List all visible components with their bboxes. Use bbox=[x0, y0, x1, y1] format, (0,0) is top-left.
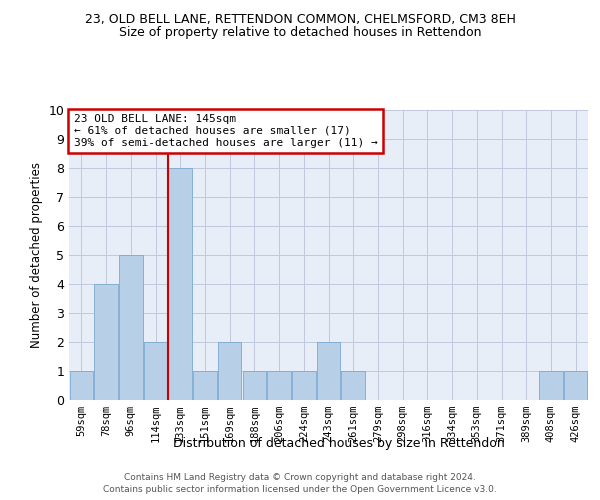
Text: Distribution of detached houses by size in Rettendon: Distribution of detached houses by size … bbox=[173, 438, 505, 450]
Y-axis label: Number of detached properties: Number of detached properties bbox=[30, 162, 43, 348]
Bar bbox=[193, 371, 217, 400]
Text: Contains HM Land Registry data © Crown copyright and database right 2024.: Contains HM Land Registry data © Crown c… bbox=[124, 472, 476, 482]
Bar bbox=[292, 371, 316, 400]
Bar bbox=[144, 342, 167, 400]
Bar bbox=[242, 371, 266, 400]
Bar bbox=[169, 168, 192, 400]
Bar bbox=[539, 371, 563, 400]
Bar bbox=[218, 342, 241, 400]
Bar bbox=[268, 371, 291, 400]
Bar bbox=[119, 255, 143, 400]
Bar bbox=[564, 371, 587, 400]
Text: Size of property relative to detached houses in Rettendon: Size of property relative to detached ho… bbox=[119, 26, 481, 39]
Bar bbox=[94, 284, 118, 400]
Text: Contains public sector information licensed under the Open Government Licence v3: Contains public sector information licen… bbox=[103, 485, 497, 494]
Text: 23, OLD BELL LANE, RETTENDON COMMON, CHELMSFORD, CM3 8EH: 23, OLD BELL LANE, RETTENDON COMMON, CHE… bbox=[85, 12, 515, 26]
Bar bbox=[341, 371, 365, 400]
Text: 23 OLD BELL LANE: 145sqm
← 61% of detached houses are smaller (17)
39% of semi-d: 23 OLD BELL LANE: 145sqm ← 61% of detach… bbox=[74, 114, 377, 148]
Bar bbox=[70, 371, 93, 400]
Bar bbox=[317, 342, 340, 400]
